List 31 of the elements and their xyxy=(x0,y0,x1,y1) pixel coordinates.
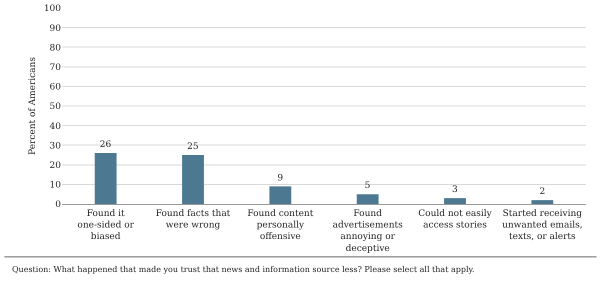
y-tick-label: 50 xyxy=(50,102,62,112)
x-tick-label: Found content personally offensive xyxy=(247,208,314,242)
data-label: 3 xyxy=(452,185,458,196)
data-label: 25 xyxy=(187,142,199,152)
y-tick-label: 30 xyxy=(50,141,62,152)
bar xyxy=(182,155,204,204)
x-tick-label: Found it one-sided or biased xyxy=(77,208,135,242)
data-label: 2 xyxy=(539,187,546,198)
y-tick-label: 40 xyxy=(50,122,62,132)
y-tick-label: 0 xyxy=(55,200,62,210)
y-tick-label: 60 xyxy=(50,82,62,93)
y-tick-label: 10 xyxy=(50,180,62,191)
y-tick-label: 100 xyxy=(44,4,62,14)
bar xyxy=(444,198,466,204)
y-axis-title: Percent of Americans xyxy=(28,56,38,155)
y-tick-label: 20 xyxy=(50,160,62,171)
bar xyxy=(269,186,292,204)
x-tick-label: Found advertisements annoying or deceptive xyxy=(332,208,404,254)
text: Question: What happened that made you trust that news and information source less? Please select all that apply. xyxy=(12,265,475,274)
bar xyxy=(531,200,554,204)
data-label: 9 xyxy=(277,173,284,184)
x-tick-label: Started receiving unwanted emails, texts, or alerts xyxy=(502,208,583,242)
data-label: 26 xyxy=(100,140,112,150)
x-tick-label: Could not easily access stories xyxy=(418,208,493,230)
y-tick-label: 80 xyxy=(50,43,62,54)
bar xyxy=(94,153,117,204)
x-tick-label: Found facts that were wrong xyxy=(156,208,231,230)
y-tick-label: 70 xyxy=(50,62,62,73)
bar xyxy=(356,194,379,204)
data-label: 5 xyxy=(364,181,371,192)
y-tick-label: 90 xyxy=(50,24,62,34)
